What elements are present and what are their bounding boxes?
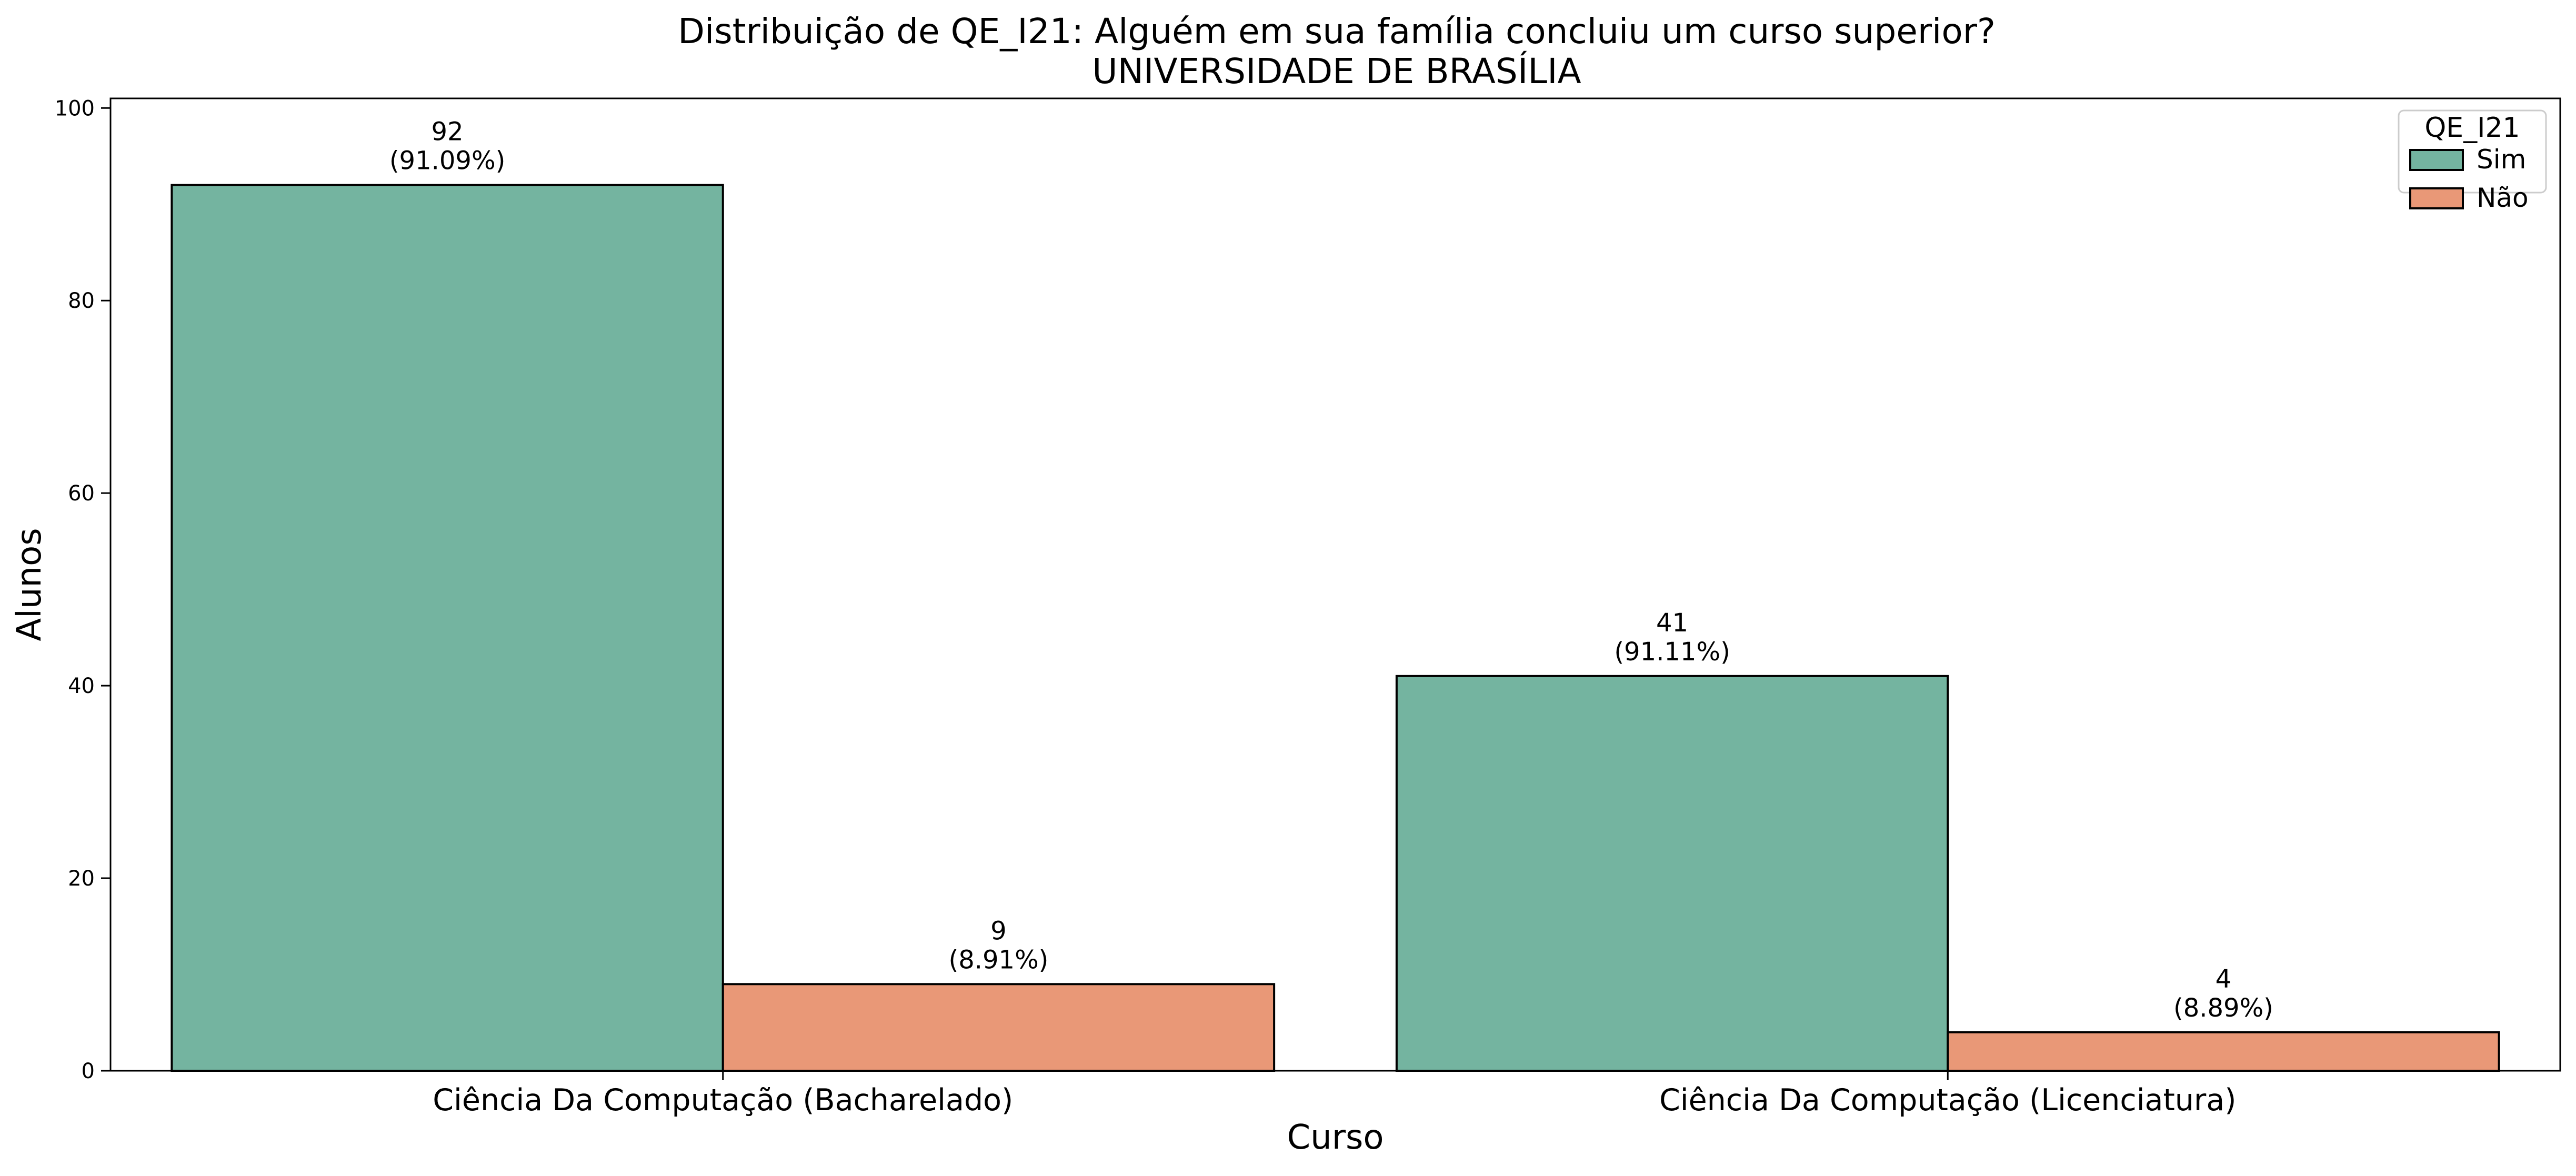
x-axis-label: Curso — [1287, 1118, 1384, 1157]
chart-subtitle: UNIVERSIDADE DE BRASÍLIA — [1092, 51, 1581, 92]
data-label-count: 92 — [432, 117, 464, 147]
chart-title: Distribuição de QE_I21: Alguém em sua fa… — [678, 11, 1996, 52]
y-tick-label: 20 — [68, 867, 95, 891]
x-tick-label: Ciência Da Computação (Licenciatura) — [1659, 1083, 2237, 1118]
data-label-count: 9 — [990, 916, 1007, 946]
data-label-percent: (91.11%) — [1614, 637, 1730, 667]
x-axis: Ciência Da Computação (Bacharelado) Ciênc… — [433, 1071, 2237, 1118]
y-axis: 0 20 40 60 80 100 — [55, 96, 111, 1083]
y-tick-label: 40 — [68, 674, 95, 698]
legend-label-não: Não — [2477, 183, 2529, 213]
data-label-count: 4 — [2216, 964, 2232, 994]
data-labels-group: 92(91.09%) 41(91.11%) 9(8.91%) 4(8.89%) — [389, 117, 2273, 1023]
plot-frame — [109, 97, 2561, 1072]
legend-swatch-não — [2409, 187, 2464, 209]
bars-group — [171, 184, 2500, 1072]
data-label-percent: (8.89%) — [2173, 993, 2273, 1023]
bar-não-0 — [721, 983, 1276, 1072]
y-tick-label: 80 — [68, 289, 95, 313]
y-tick-label: 100 — [55, 96, 95, 120]
y-tick-label: 0 — [82, 1059, 95, 1083]
data-label-percent: (8.91%) — [948, 945, 1048, 974]
y-tick-label: 60 — [68, 481, 95, 506]
legend-box — [2398, 109, 2547, 194]
data-label-count: 41 — [1656, 608, 1688, 638]
legend-swatch-sim — [2409, 149, 2464, 171]
legend-title: QE_I21 — [2424, 112, 2520, 144]
bar-sim-0 — [171, 184, 724, 1072]
x-tick-label: Ciência Da Computação (Bacharelado) — [433, 1083, 1013, 1118]
bar-sim-1 — [1395, 675, 1949, 1072]
data-label-percent: (91.09%) — [389, 146, 505, 176]
y-axis-label: Alunos — [10, 528, 49, 641]
legend-label-sim: Sim — [2477, 144, 2526, 175]
bar-não-1 — [1947, 1031, 2500, 1072]
